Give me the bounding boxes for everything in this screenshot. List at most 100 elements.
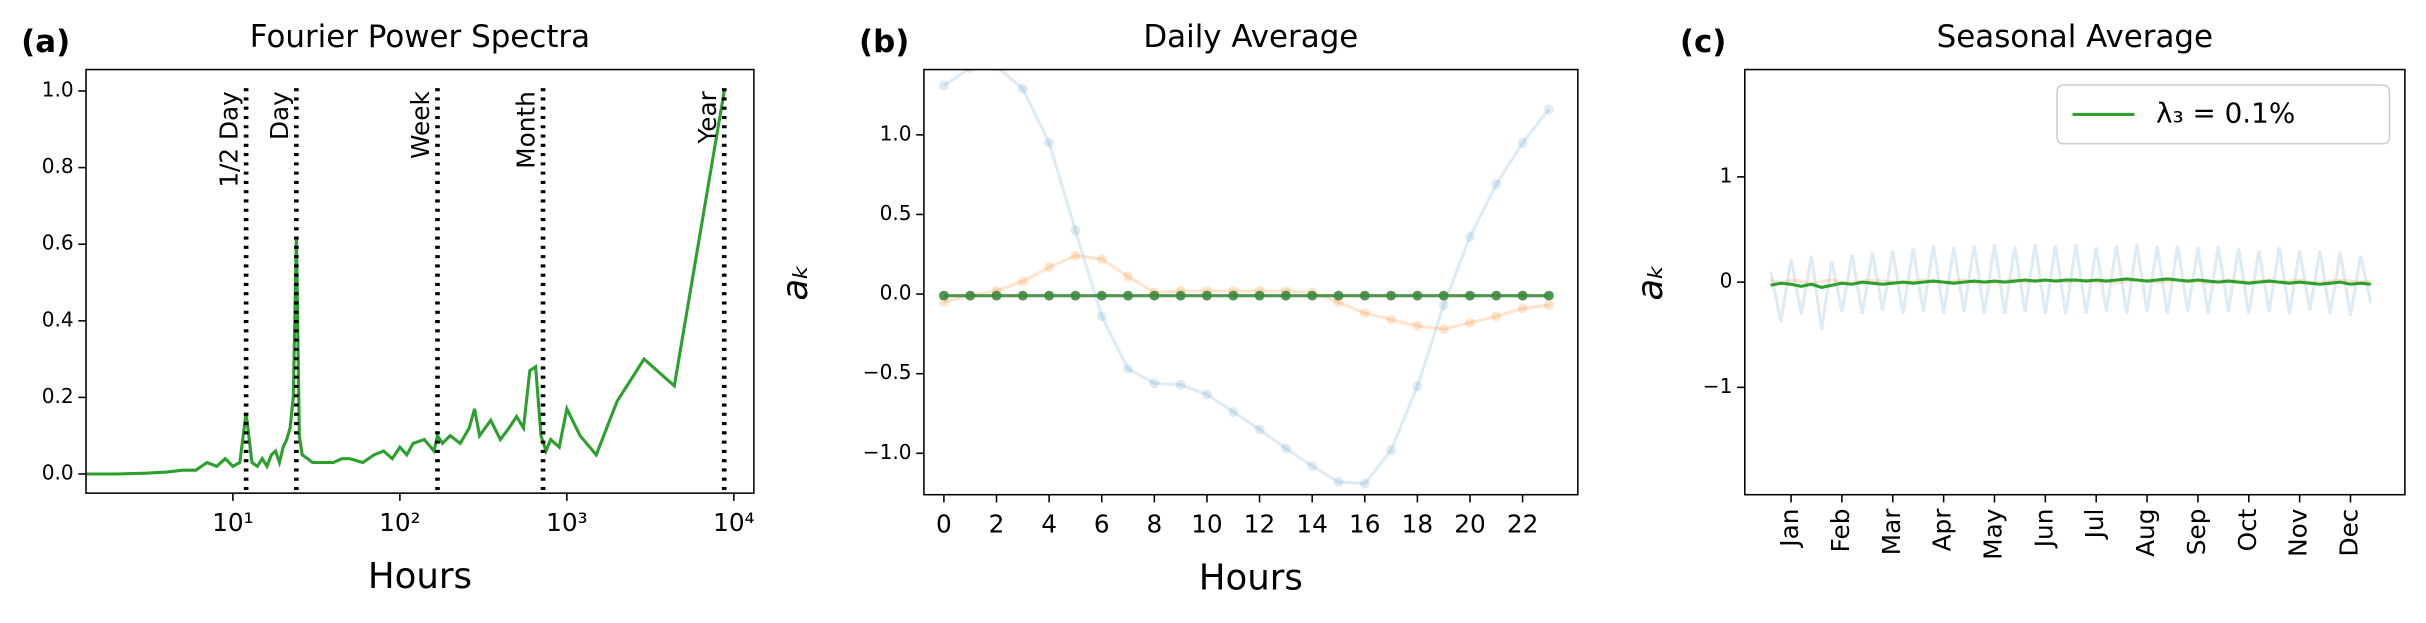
- data-point: [1543, 300, 1554, 311]
- y-tick-label: −1: [1703, 374, 1733, 398]
- data-point: [1044, 262, 1055, 272]
- data-point: [1017, 83, 1028, 94]
- data-point: [1359, 308, 1370, 319]
- data-point: [1307, 461, 1318, 471]
- x-axis-label: Hours: [1199, 558, 1303, 599]
- data-point: [1228, 290, 1239, 301]
- x-tick-label: 10²: [379, 508, 420, 537]
- data-point: [1307, 290, 1318, 301]
- data-point: [1175, 379, 1186, 390]
- data-point: [1070, 290, 1081, 301]
- reference-label: Year: [693, 90, 722, 144]
- legend-box: [2056, 84, 2391, 145]
- reference-label: Day: [265, 91, 294, 140]
- y-tick-label: 0.0: [42, 460, 74, 484]
- y-tick-label: −1.0: [863, 440, 912, 464]
- x-tick-label: 14: [1296, 510, 1327, 539]
- data-point: [1333, 290, 1344, 301]
- data-point: [1254, 290, 1265, 301]
- x-tick-label: Dec: [2334, 509, 2363, 557]
- data-point: [1280, 443, 1291, 454]
- y-tick-label: 0.2: [42, 384, 74, 408]
- y-tick-label: 0.8: [42, 154, 74, 178]
- data-point: [1280, 290, 1291, 301]
- panel-label: (a): [21, 24, 70, 60]
- y-tick-label: 0.5: [880, 201, 912, 225]
- x-tick-label: Jan: [1775, 509, 1804, 549]
- plot-area: [1769, 244, 2373, 330]
- data-point: [1202, 290, 1212, 301]
- y-axis-label: aₖ: [775, 264, 816, 301]
- series-line: [86, 90, 726, 476]
- series-line: [1770, 277, 2371, 289]
- x-tick-label: 18: [1402, 510, 1433, 539]
- data-point: [938, 290, 949, 301]
- data-point: [1438, 290, 1449, 301]
- chart-title: Seasonal Average: [1937, 19, 2213, 55]
- data-point: [1543, 290, 1554, 301]
- x-tick-label: May: [1978, 509, 2007, 560]
- y-tick-label: 0.0: [880, 281, 912, 305]
- data-point: [1412, 320, 1423, 331]
- x-tick-label: Mar: [1877, 508, 1906, 555]
- data-point: [1070, 250, 1081, 261]
- series-line: [943, 254, 1550, 331]
- data-point: [1359, 478, 1370, 489]
- data-point: [1333, 477, 1344, 487]
- data-point: [1017, 290, 1028, 301]
- data-point: [1465, 290, 1475, 301]
- x-tick-label: 10⁴: [713, 508, 754, 537]
- panel-label: (c): [1680, 24, 1727, 60]
- y-axis-label: aₖ: [1630, 264, 1671, 301]
- x-tick-label: Aug: [2131, 509, 2160, 557]
- data-point: [1386, 314, 1397, 325]
- chart-title: Daily Average: [1143, 19, 1358, 55]
- legend-label: λ₃ = 0.1%: [2156, 96, 2295, 129]
- data-point: [938, 80, 949, 91]
- data-point: [1465, 317, 1475, 328]
- x-tick-label: Apr: [1928, 508, 1957, 552]
- axes-frame: [1744, 68, 2406, 496]
- x-tick-label: 12: [1244, 510, 1275, 539]
- data-point: [1202, 389, 1212, 400]
- x-tick-label: Jul: [2080, 509, 2109, 541]
- x-tick-label: 22: [1507, 510, 1538, 539]
- axes-frame: [923, 68, 1579, 496]
- data-point: [1096, 311, 1107, 322]
- data-point: [1491, 179, 1502, 190]
- data-point: [1044, 290, 1055, 301]
- x-tick-label: 20: [1454, 510, 1485, 539]
- data-point: [1123, 363, 1133, 374]
- x-axis-label: Hours: [368, 556, 472, 597]
- x-tick-label: Feb: [1826, 509, 1855, 553]
- reference-label: Month: [512, 91, 541, 168]
- data-point: [1517, 137, 1528, 148]
- x-tick-label: 10: [1191, 510, 1222, 539]
- y-tick-label: 1: [1720, 163, 1733, 187]
- data-point: [1175, 290, 1186, 301]
- x-tick-label: 0: [936, 510, 952, 539]
- data-point: [1123, 290, 1133, 301]
- reference-label: Week: [406, 91, 435, 159]
- data-point: [1465, 231, 1475, 242]
- data-point: [1491, 311, 1502, 322]
- data-point: [1070, 225, 1081, 236]
- panel-label: (b): [859, 24, 909, 60]
- x-tick-label: Sep: [2182, 509, 2211, 556]
- x-tick-label: 16: [1349, 510, 1380, 539]
- reference-label: 1/2 Day: [215, 91, 244, 187]
- data-point: [1096, 254, 1107, 264]
- data-point: [1386, 445, 1397, 456]
- data-point: [1412, 290, 1423, 301]
- x-tick-label: 8: [1146, 510, 1162, 539]
- y-tick-label: 0.4: [42, 307, 74, 331]
- data-point: [1491, 290, 1502, 301]
- y-tick-label: 0.6: [42, 231, 74, 255]
- axes-frame: [85, 68, 755, 494]
- data-point: [1123, 271, 1133, 282]
- data-point: [1149, 290, 1160, 301]
- data-point: [1149, 378, 1160, 389]
- x-tick-label: Nov: [2284, 509, 2313, 557]
- y-tick-label: 1.0: [880, 121, 912, 145]
